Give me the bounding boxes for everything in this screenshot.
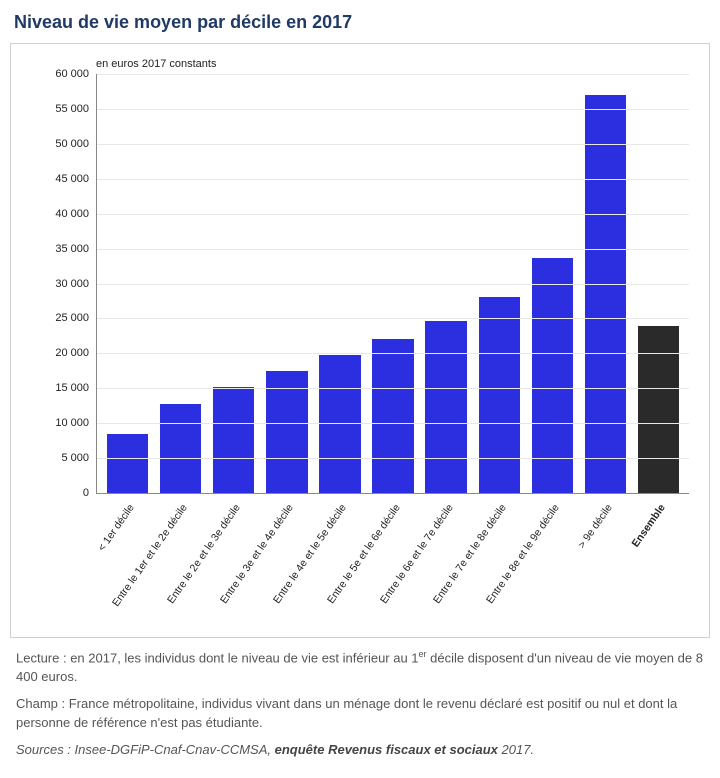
plot-area: 05 00010 00015 00020 00025 00030 00035 0… — [96, 74, 689, 494]
caption-sources-suffix: 2017. — [498, 742, 534, 757]
x-label-slot: Entre le 8e et le 9e décile — [526, 496, 579, 626]
x-tick-label: Ensemble — [630, 502, 668, 550]
y-tick-label: 25 000 — [55, 312, 97, 324]
x-tick-label: < 1er décile — [95, 502, 136, 554]
bar — [425, 321, 466, 493]
y-tick-label: 55 000 — [55, 103, 97, 115]
bar — [638, 326, 679, 493]
gridline — [97, 284, 689, 285]
y-tick-label: 15 000 — [55, 382, 97, 394]
y-tick-label: 45 000 — [55, 173, 97, 185]
x-label-slot: Ensemble — [632, 496, 685, 626]
gridline — [97, 458, 689, 459]
caption-lecture-sup: er — [419, 649, 427, 659]
gridline — [97, 74, 689, 75]
bar — [372, 339, 413, 493]
y-tick-label: 0 — [83, 487, 97, 499]
x-axis-labels: < 1er décileEntre le 1er et le 2e décile… — [96, 496, 689, 626]
bar — [160, 404, 201, 493]
gridline — [97, 109, 689, 110]
y-tick-label: 40 000 — [55, 208, 97, 220]
y-tick-label: 5 000 — [61, 452, 97, 464]
bar — [479, 297, 520, 493]
y-tick-label: 35 000 — [55, 243, 97, 255]
caption-sources: Sources : Insee-DGFiP-Cnaf-Cnav-CCMSA, e… — [16, 741, 704, 760]
caption-sources-bold: enquête Revenus fiscaux et sociaux — [275, 742, 498, 757]
gridline — [97, 249, 689, 250]
chart-title: Niveau de vie moyen par décile en 2017 — [10, 8, 710, 43]
gridline — [97, 214, 689, 215]
bar — [319, 355, 360, 493]
gridline — [97, 388, 689, 389]
caption-lecture-prefix: Lecture : en 2017, les individus dont le… — [16, 650, 419, 665]
gridline — [97, 353, 689, 354]
gridline — [97, 423, 689, 424]
y-tick-label: 10 000 — [55, 417, 97, 429]
bar — [107, 434, 148, 493]
bar — [585, 95, 626, 493]
figure-container: Niveau de vie moyen par décile en 2017 e… — [0, 0, 720, 778]
x-label-slot: > 9e décile — [579, 496, 632, 626]
y-tick-label: 60 000 — [55, 68, 97, 80]
y-tick-label: 50 000 — [55, 138, 97, 150]
gridline — [97, 318, 689, 319]
gridline — [97, 144, 689, 145]
x-tick-label: > 9e décile — [576, 502, 615, 551]
bar — [213, 387, 254, 493]
y-tick-label: 30 000 — [55, 278, 97, 290]
caption-sources-prefix: Sources : Insee-DGFiP-Cnaf-Cnav-CCMSA, — [16, 742, 275, 757]
y-axis-unit-label: en euros 2017 constants — [96, 58, 216, 70]
plot-area-wrap: 05 00010 00015 00020 00025 00030 00035 0… — [96, 74, 689, 494]
caption-champ: Champ : France métropolitaine, individus… — [16, 695, 704, 733]
gridline — [97, 179, 689, 180]
chart-box: en euros 2017 constants 05 00010 00015 0… — [10, 43, 710, 638]
caption-lecture: Lecture : en 2017, les individus dont le… — [16, 648, 704, 687]
caption-block: Lecture : en 2017, les individus dont le… — [10, 638, 710, 760]
y-tick-label: 20 000 — [55, 347, 97, 359]
